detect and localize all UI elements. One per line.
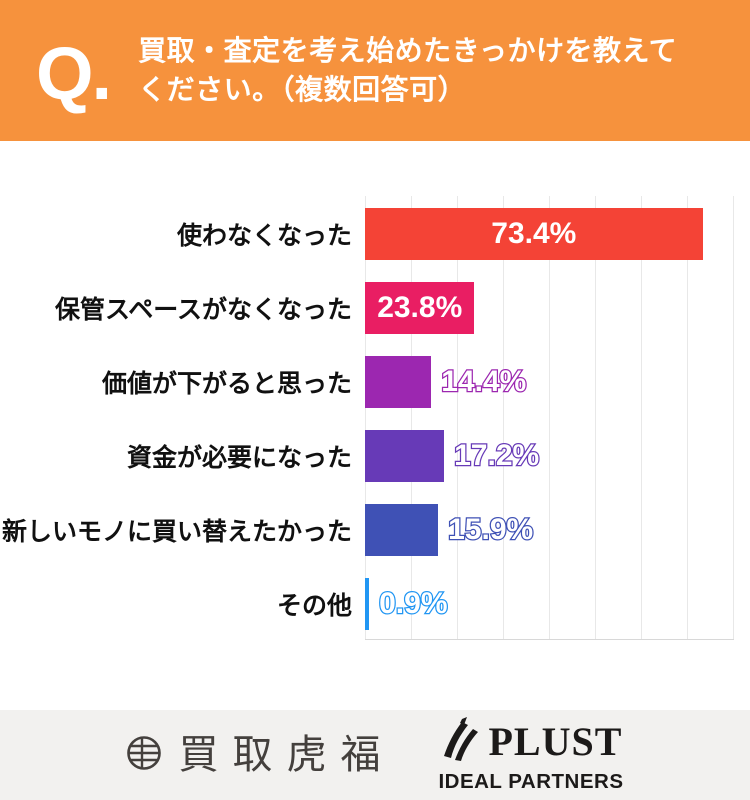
chart-row-sonota: その他 0.9% bbox=[0, 567, 750, 641]
chart-row-hokan-space: 保管スペースがなくなった 23.8% bbox=[0, 271, 750, 345]
question-title-line1: 買取・査定を考え始めたきっかけを教えて bbox=[138, 34, 678, 66]
question-title: 買取・査定を考え始めたきっかけを教えて ください。（複数回答可） bbox=[138, 32, 677, 109]
chart-row-kachi-sagaru: 価値が下がると思った 14.4% bbox=[0, 345, 750, 419]
value-label: 0.9% bbox=[378, 586, 449, 622]
question-title-line2: ください。（複数回答可） bbox=[138, 73, 467, 105]
bar-chart: 使わなくなった 73.4% 保管スペースがなくなった 23.8% 価値が下がると… bbox=[0, 141, 750, 710]
bar-hokan-space: 23.8% bbox=[365, 282, 475, 334]
bar-kaikae bbox=[365, 504, 439, 556]
value-label: 14.4% bbox=[440, 364, 528, 400]
category-label: 資金が必要になった bbox=[126, 444, 352, 472]
plust-logo: PLUST IDEAL PARTNERS bbox=[438, 716, 623, 794]
kaitori-torafuku-name: 買取虎福 bbox=[178, 732, 395, 777]
question-header: Q. 買取・査定を考え始めたきっかけを教えて ください。（複数回答可） bbox=[0, 0, 750, 141]
category-label: 保管スペースがなくなった bbox=[54, 296, 352, 324]
chart-row-tsukawanaku: 使わなくなった 73.4% bbox=[0, 197, 750, 271]
value-label: 73.4% bbox=[491, 217, 577, 250]
plust-subtitle: IDEAL PARTNERS bbox=[438, 770, 624, 793]
kaitori-torafuku-logo: 買取虎福 bbox=[126, 735, 394, 776]
chart-row-kaikae: 新しいモノに買い替えたかった 15.9% bbox=[0, 493, 750, 567]
plust-brush-icon bbox=[438, 716, 482, 767]
q-mark: Q. bbox=[36, 31, 112, 115]
bar-kachi-sagaru bbox=[365, 356, 432, 408]
plust-name: PLUST bbox=[488, 718, 623, 764]
chart-rows: 使わなくなった 73.4% 保管スペースがなくなった 23.8% 価値が下がると… bbox=[0, 197, 750, 641]
value-label: 23.8% bbox=[377, 291, 463, 324]
chart-row-shikin-hitsuyou: 資金が必要になった 17.2% bbox=[0, 419, 750, 493]
category-label: 新しいモノに買い替えたかった bbox=[1, 518, 352, 546]
value-label: 17.2% bbox=[453, 438, 541, 474]
torafuku-coin-icon bbox=[126, 735, 162, 776]
bar-sonota bbox=[365, 578, 370, 630]
category-label: 使わなくなった bbox=[176, 222, 352, 250]
footer-brands: 買取虎福 PLUST IDEAL PARTNERS bbox=[0, 710, 750, 800]
bar-shikin-hitsuyou bbox=[365, 430, 445, 482]
bar-tsukawanaku: 73.4% bbox=[365, 208, 703, 260]
category-label: 価値が下がると思った bbox=[101, 370, 352, 398]
value-label: 15.9% bbox=[447, 512, 535, 548]
category-label: その他 bbox=[276, 592, 352, 620]
chart-gridlines bbox=[365, 196, 734, 640]
